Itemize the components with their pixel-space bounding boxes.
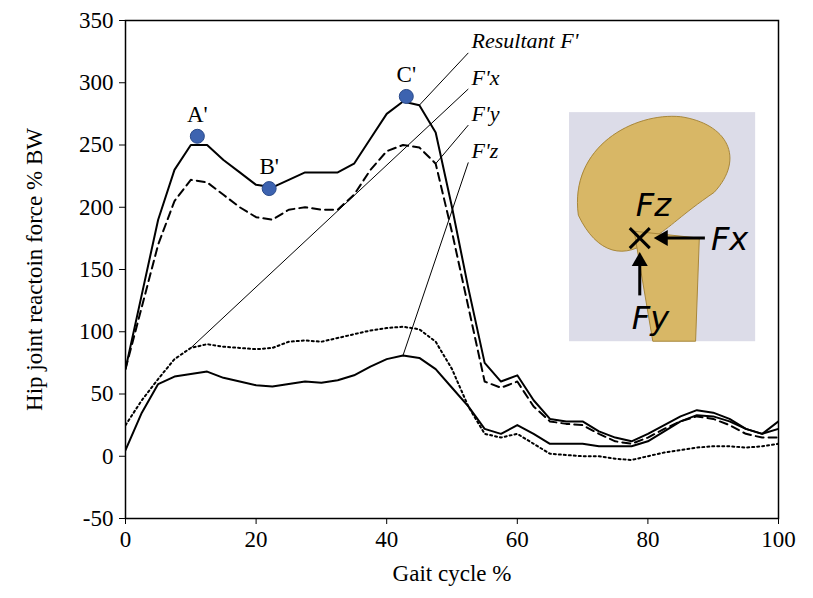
svg-text:20: 20 <box>245 527 268 552</box>
svg-text:60: 60 <box>506 527 529 552</box>
svg-text:0: 0 <box>102 444 114 469</box>
svg-text:100: 100 <box>761 527 796 552</box>
svg-text:Fz: Fz <box>636 186 672 224</box>
svg-text:Fx: Fx <box>711 220 749 258</box>
svg-text:100: 100 <box>79 319 114 344</box>
svg-text:F'z: F'z <box>471 138 499 163</box>
svg-text:40: 40 <box>375 527 398 552</box>
svg-text:Hip joint reactoin force % BW: Hip joint reactoin force % BW <box>22 128 47 411</box>
svg-text:F'y: F'y <box>471 101 500 126</box>
svg-text:-50: -50 <box>83 506 114 531</box>
svg-text:50: 50 <box>91 381 114 406</box>
svg-text:300: 300 <box>79 70 114 95</box>
svg-text:B': B' <box>259 154 279 179</box>
svg-text:A': A' <box>187 102 208 127</box>
svg-text:350: 350 <box>79 8 114 33</box>
svg-text:Fy: Fy <box>632 299 670 337</box>
svg-text:150: 150 <box>79 257 114 282</box>
svg-text:250: 250 <box>79 132 114 157</box>
svg-text:F'x: F'x <box>471 65 500 90</box>
svg-text:0: 0 <box>120 527 132 552</box>
svg-text:C': C' <box>397 62 417 87</box>
svg-text:200: 200 <box>79 195 114 220</box>
svg-text:Resultant F': Resultant F' <box>471 28 579 53</box>
svg-text:80: 80 <box>636 527 659 552</box>
svg-text:Gait cycle %: Gait cycle % <box>393 561 512 586</box>
